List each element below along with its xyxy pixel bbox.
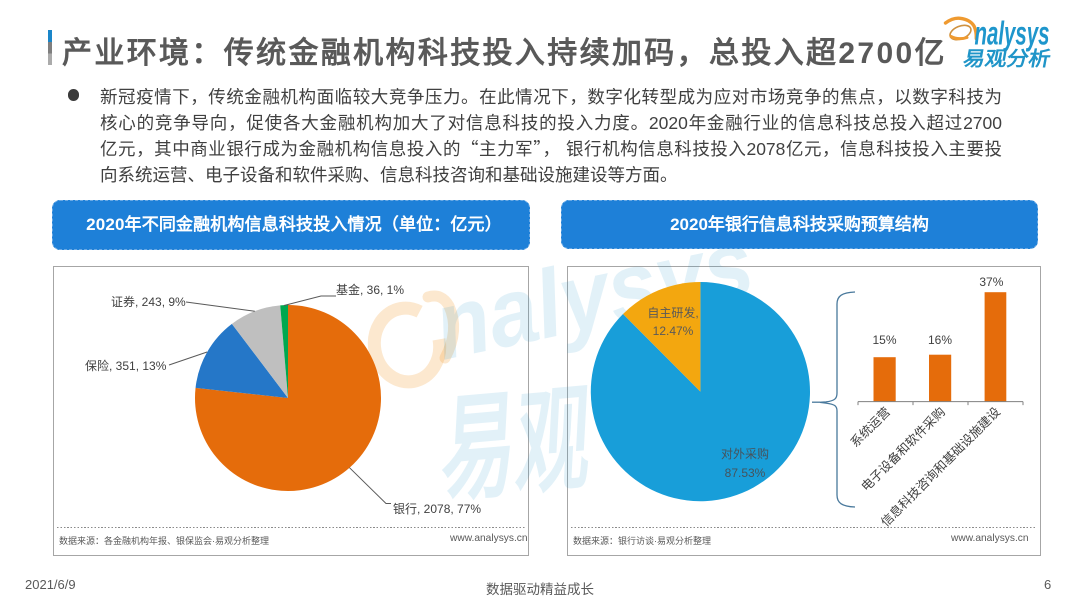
svg-text:信息科技咨询和基础设施建设: 信息科技咨询和基础设施建设 — [878, 404, 1004, 530]
svg-text:易观: 易观 — [439, 374, 594, 516]
svg-text:易观分析: 易观分析 — [961, 47, 1052, 71]
svg-text:nalysys: nalysys — [975, 15, 1050, 52]
svg-text:系统运营: 系统运营 — [848, 405, 893, 450]
